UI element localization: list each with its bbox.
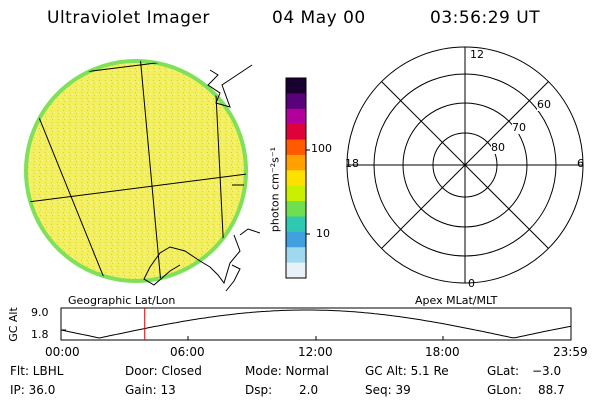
polar-grid: [346, 46, 584, 284]
colorbar-swatch: [286, 154, 306, 171]
altitude-ytick-top: 9.0: [31, 306, 49, 319]
glon-value: 88.7: [538, 383, 565, 397]
altitude-ylabel: GC Alt: [6, 307, 20, 342]
lat-label-80: 80: [491, 141, 505, 154]
mlt-label-12: 12: [470, 48, 484, 61]
dsp-label: Dsp:: [245, 383, 273, 397]
colorbar-tick-label-100: 100: [311, 142, 332, 155]
colorbar-swatch: [286, 216, 306, 233]
colorbar-swatch: [286, 185, 306, 202]
globe-disc: [26, 61, 246, 281]
colorbar-frame: [285, 77, 307, 279]
colorbar-swatch: [286, 124, 306, 141]
lat-label-70: 70: [512, 121, 526, 134]
coastline: [143, 64, 260, 292]
mlt-label-0: 0: [468, 277, 475, 290]
time-label: 03:56:29 UT: [430, 8, 541, 28]
gc-alt-status: GC Alt: 5.1 Re: [365, 364, 449, 378]
glat-value: −3.0: [532, 364, 562, 378]
glon-label: GLon:: [487, 383, 522, 397]
globe-caption: Geographic Lat/Lon: [68, 294, 176, 307]
altitude-xtick-18: 18:00: [425, 345, 460, 359]
colorbar: [285, 77, 310, 279]
glat-label: GLat:: [487, 364, 520, 378]
ip-status: IP: 36.0: [10, 383, 56, 397]
colorbar-swatch: [286, 201, 306, 217]
colorbar-swatch: [286, 231, 306, 248]
meridian-diag-b: [381, 81, 549, 249]
altitude-xtick-06: 06:00: [170, 345, 205, 359]
altitude-plot: [60, 307, 572, 341]
door-status: Door: Closed: [125, 364, 202, 378]
altitude-xtick-00: 00:00: [45, 345, 80, 359]
date-label: 04 May 00: [272, 8, 366, 28]
colorbar-gradient: [286, 78, 306, 279]
mlt-label-18: 18: [345, 157, 359, 170]
colorbar-swatch: [286, 170, 306, 187]
colorbar-swatch: [286, 139, 306, 156]
altitude-xtick-12: 12:00: [298, 345, 333, 359]
mlt-label-6: 6: [577, 157, 584, 170]
altitude-curve: [60, 309, 572, 339]
altitude-plot-frame: [60, 307, 572, 341]
image-title: Ultraviolet Imager: [47, 8, 210, 28]
altitude-xtick-2359: 23:59: [553, 345, 588, 359]
colorbar-unit-label: photon cm⁻²s⁻¹: [268, 146, 282, 233]
colorbar-swatch: [286, 108, 306, 125]
globe-image: [24, 59, 260, 292]
lat-label-60: 60: [537, 98, 551, 111]
colorbar-swatch: [286, 78, 306, 94]
mode-status: Mode: Normal: [245, 364, 329, 378]
colorbar-tick-label-10: 10: [316, 227, 330, 240]
altitude-ytick-bottom: 1.8: [31, 328, 49, 341]
colorbar-swatch: [286, 262, 306, 279]
colorbar-swatch: [286, 93, 306, 110]
colorbar-swatch: [286, 247, 306, 264]
seq-status: Seq: 39: [365, 383, 411, 397]
dsp-value: 2.0: [299, 383, 319, 397]
polar-caption: Apex MLat/MLT: [415, 294, 498, 307]
globe-edge: [24, 59, 248, 283]
gain-status: Gain: 13: [125, 383, 176, 397]
filter-status: Flt: LBHL: [10, 364, 64, 378]
